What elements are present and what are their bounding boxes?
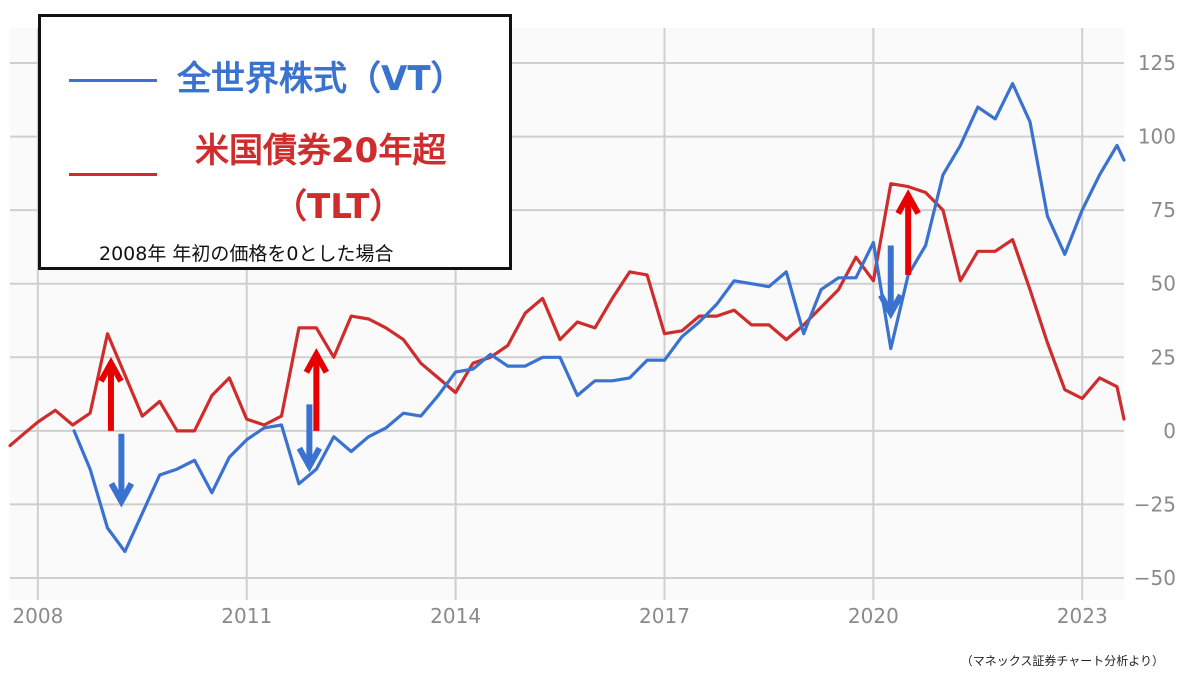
legend-label-vt: 全世界株式（VT）: [177, 59, 465, 99]
y-tick-label: 50: [1151, 272, 1176, 296]
source-note: （マネックス証券チャート分析より）: [960, 654, 1164, 668]
y-tick-label: 75: [1151, 198, 1176, 222]
y-tick-label: 125: [1138, 51, 1176, 75]
y-tick-label: 0: [1163, 419, 1176, 443]
y-tick-label: 100: [1138, 125, 1176, 149]
blue-down-arrow: [108, 433, 135, 508]
red-up-arrow: [98, 356, 124, 431]
y-tick-label: −50: [1134, 566, 1176, 590]
x-tick-label: 2008: [12, 604, 63, 628]
x-tick-label: 2014: [430, 604, 481, 628]
y-axis: 125 100 75 50 25 0 −25 −50: [1134, 51, 1176, 590]
legend-note: 2008年 年初の価格を0とした場合: [99, 243, 394, 265]
legend-line-tlt: [69, 173, 157, 176]
blue-down-arrow: [296, 404, 323, 473]
blue-down-arrow: [878, 245, 904, 320]
x-tick-label: 2011: [221, 604, 272, 628]
x-axis: 2008 2011 2014 2017 2020 2023: [12, 604, 1107, 628]
series-line-tlt: [8, 182, 1126, 448]
legend-label-tlt-line1: 米国債券20年超: [195, 131, 447, 171]
x-tick-label: 2017: [639, 604, 690, 628]
legend-line-vt: [69, 79, 157, 82]
red-up-arrow: [303, 348, 329, 431]
legend-label-tlt-line2: （TLT）: [273, 187, 404, 227]
series-lines: [8, 82, 1126, 554]
y-tick-label: 25: [1151, 345, 1176, 369]
annotation-arrows: [98, 189, 921, 508]
x-tick-label: 2020: [848, 604, 899, 628]
series-line-vt: [72, 82, 1126, 554]
legend: 全世界株式（VT） 米国債券20年超 （TLT） 2008年 年初の価格を0とし…: [38, 14, 512, 270]
y-tick-label: −25: [1134, 492, 1176, 516]
red-up-arrow: [895, 189, 921, 275]
x-tick-label: 2023: [1057, 604, 1108, 628]
